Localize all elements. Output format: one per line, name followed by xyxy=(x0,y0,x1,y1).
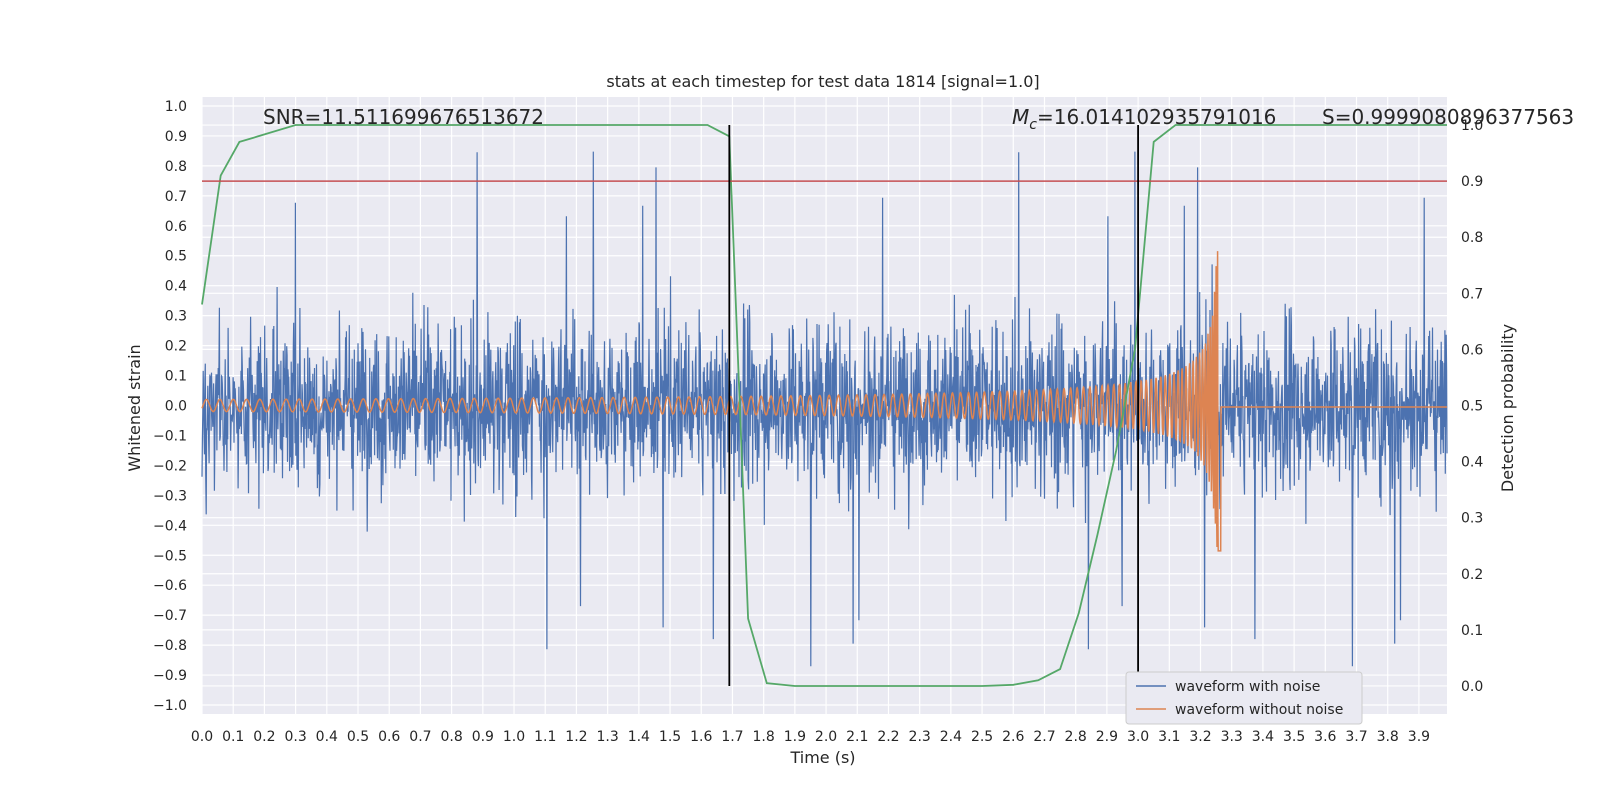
x-tick-label: 3.8 xyxy=(1377,729,1399,745)
y-tick-label: 0.0 xyxy=(165,399,187,415)
x-tick-label: 3.0 xyxy=(1127,729,1149,745)
y2-tick-label: 0.8 xyxy=(1461,230,1483,246)
detection-probability-line xyxy=(201,124,1447,687)
y2-axis-label: Detection probability xyxy=(1498,324,1517,492)
waveform-without-noise-line xyxy=(201,251,1447,552)
x-tick-label: 1.1 xyxy=(534,729,556,745)
y-tick-label: −0.4 xyxy=(153,518,187,534)
vertical-markers xyxy=(728,125,1139,686)
x-tick-label: 0.2 xyxy=(253,729,275,745)
legend-box xyxy=(1125,671,1363,725)
y-tick-label: 1.0 xyxy=(165,99,187,115)
x-tick-label: 1.8 xyxy=(753,729,775,745)
series-waveform-with-noise xyxy=(201,151,1448,667)
x-tick-label: 2.1 xyxy=(846,729,868,745)
y2-tick-label: 0.6 xyxy=(1461,342,1483,358)
x-tick-label: 0.3 xyxy=(284,729,306,745)
y2-tick-label: 0.4 xyxy=(1461,455,1483,471)
y-tick-label: −0.2 xyxy=(153,458,187,474)
y-tick-label: 0.6 xyxy=(165,219,187,235)
x-tick-label: 2.8 xyxy=(1065,729,1087,745)
chirp-mass-annotation: Mc=16.014102935791016 xyxy=(1012,105,1276,133)
y-tick-label: 0.4 xyxy=(165,279,187,295)
y2-tick-label: 0.3 xyxy=(1461,511,1483,527)
y-axis-label: Whitened strain xyxy=(125,344,144,471)
chirp-mass-subscript: c xyxy=(1029,117,1037,133)
x-tick-label: 0.1 xyxy=(222,729,244,745)
x-tick-label: 1.6 xyxy=(690,729,712,745)
series-detection-probability xyxy=(201,124,1447,687)
y-tick-label: −0.3 xyxy=(153,488,187,504)
chirp-mass-value: =16.014102935791016 xyxy=(1037,105,1276,129)
snr-annotation: SNR=11.511699676513672 xyxy=(263,105,544,129)
x-tick-label: 0.5 xyxy=(347,729,369,745)
x-tick-label: 3.3 xyxy=(1221,729,1243,745)
y2-tick-label: 0.1 xyxy=(1461,623,1483,639)
x-tick-label: 1.3 xyxy=(597,729,619,745)
chirp-mass-symbol: M xyxy=(1012,105,1029,129)
y-tick-label: −0.6 xyxy=(153,578,187,594)
x-tick-label: 3.6 xyxy=(1314,729,1336,745)
x-tick-label: 2.0 xyxy=(815,729,837,745)
x-tick-label: 2.5 xyxy=(971,729,993,745)
x-tick-label: 1.0 xyxy=(503,729,525,745)
y-tick-label: 0.8 xyxy=(165,159,187,175)
x-tick-label: 2.7 xyxy=(1033,729,1055,745)
x-tick-label: 0.0 xyxy=(191,729,213,745)
y-tick-label: −0.8 xyxy=(153,638,187,654)
score-annotation: S=0.9999080896377563 xyxy=(1322,105,1574,129)
x-tick-label: 2.9 xyxy=(1096,729,1118,745)
y-tick-label: 0.5 xyxy=(165,249,187,265)
series-waveform-without-noise xyxy=(201,251,1447,552)
y2-tick-label: 0.9 xyxy=(1461,174,1483,190)
y2-tick-label: 0.7 xyxy=(1461,286,1483,302)
legend-label-clean: waveform without noise xyxy=(1175,702,1343,718)
x-axis-label: Time (s) xyxy=(789,748,855,767)
waveform-with-noise-line xyxy=(201,151,1448,667)
x-tick-label: 3.9 xyxy=(1408,729,1430,745)
y2-tick-label: 0.5 xyxy=(1461,399,1483,415)
x-tick-label: 0.8 xyxy=(440,729,462,745)
x-tick-label: 2.4 xyxy=(940,729,962,745)
y-tick-label: −0.5 xyxy=(153,548,187,564)
y-tick-label: −0.7 xyxy=(153,608,187,624)
x-tick-label: 0.4 xyxy=(316,729,338,745)
legend-label-noise: waveform with noise xyxy=(1175,679,1320,695)
y-tick-label: 0.9 xyxy=(165,129,187,145)
x-tick-label: 2.3 xyxy=(909,729,931,745)
chart-title: stats at each timestep for test data 181… xyxy=(606,72,1039,91)
x-tick-label: 3.5 xyxy=(1283,729,1305,745)
y-tick-label: 0.2 xyxy=(165,339,187,355)
y-tick-label: 0.7 xyxy=(165,189,187,205)
y2-axis-ticks: 1.0 0.9 0.8 0.7 0.6 0.5 0.4 0.3 0.2 0.1 0.0 xyxy=(1461,118,1483,695)
x-tick-label: 1.4 xyxy=(628,729,650,745)
x-tick-label: 1.9 xyxy=(784,729,806,745)
x-tick-label: 3.2 xyxy=(1189,729,1211,745)
y-tick-label: 0.3 xyxy=(165,309,187,325)
x-tick-label: 3.4 xyxy=(1252,729,1274,745)
y-tick-label: −0.1 xyxy=(153,428,187,444)
y2-tick-label: 0.0 xyxy=(1461,679,1483,695)
y-tick-label: −0.9 xyxy=(153,668,187,684)
x-tick-label: 3.7 xyxy=(1345,729,1367,745)
x-tick-label: 2.2 xyxy=(877,729,899,745)
x-tick-label: 2.6 xyxy=(1002,729,1024,745)
y2-tick-label: 1.0 xyxy=(1461,118,1483,134)
x-tick-label: 0.6 xyxy=(378,729,400,745)
x-tick-label: 1.5 xyxy=(659,729,681,745)
legend: waveform with noise waveform without noi… xyxy=(1125,671,1363,725)
x-tick-label: 1.7 xyxy=(721,729,743,745)
x-tick-label: 3.1 xyxy=(1158,729,1180,745)
y-tick-label: 0.1 xyxy=(165,369,187,385)
y-axis-ticks: 1.0 0.9 0.8 0.7 0.6 0.5 0.4 0.3 0.2 0.1 0.0 −0.1 −0.… xyxy=(153,99,187,714)
x-axis-ticks: 0.0 0.1 0.2 0.3 0.4 0.5 0.6 0.7 0.8 0.9 1.0 1.1 1.2 1… xyxy=(191,729,1430,745)
y2-tick-label: 0.2 xyxy=(1461,567,1483,583)
x-tick-label: 0.9 xyxy=(472,729,494,745)
y-tick-label: −1.0 xyxy=(153,698,187,714)
x-tick-label: 0.7 xyxy=(409,729,431,745)
x-tick-label: 1.2 xyxy=(565,729,587,745)
